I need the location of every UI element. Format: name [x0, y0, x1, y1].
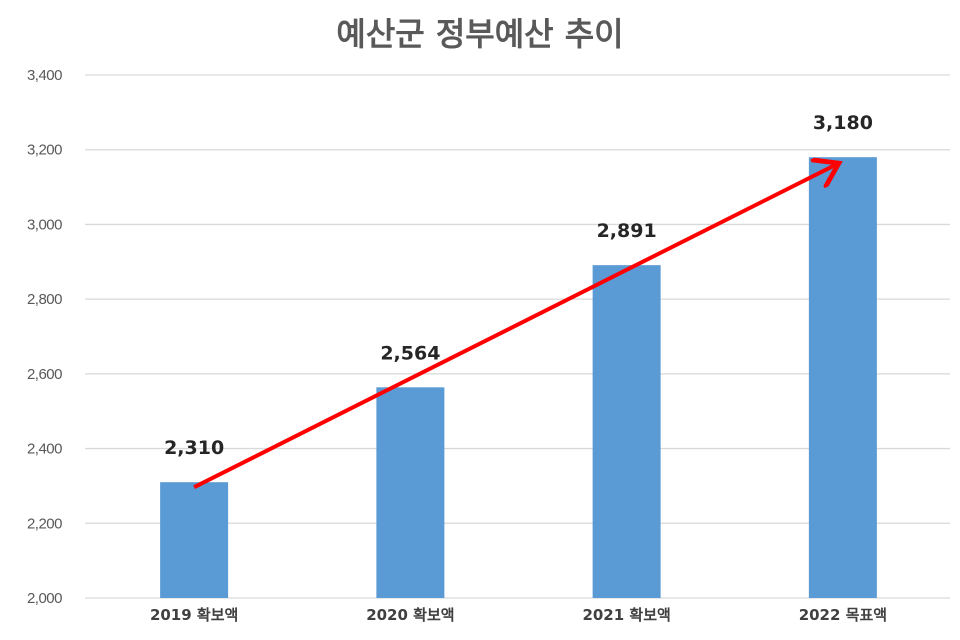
- trend-arrow: [193, 163, 839, 489]
- y-tick-label: 3,000: [27, 216, 62, 233]
- bar: [160, 482, 229, 598]
- data-label: 2,891: [597, 220, 657, 242]
- y-tick-label: 2,400: [27, 441, 62, 458]
- x-tick-label: 2021 확보액: [582, 606, 670, 624]
- y-tick-label: 2,800: [27, 291, 62, 308]
- data-label: 2,564: [380, 342, 440, 364]
- x-tick-label: 2019 확보액: [150, 606, 238, 624]
- bar: [808, 157, 877, 598]
- y-tick-label: 3,200: [27, 142, 62, 159]
- y-tick-label: 2,200: [27, 515, 62, 532]
- data-label: 3,180: [813, 112, 873, 134]
- bar: [376, 387, 445, 598]
- y-tick-label: 3,400: [27, 67, 62, 84]
- x-tick-label: 2022 목표액: [799, 606, 887, 624]
- data-label: 2,310: [164, 437, 224, 459]
- chart-title: 예산군 정부예산 추이: [336, 15, 623, 53]
- y-tick-label: 2,600: [27, 366, 62, 383]
- y-tick-label: 2,000: [27, 590, 62, 607]
- x-tick-label: 2020 확보액: [366, 606, 454, 624]
- bar: [592, 265, 661, 598]
